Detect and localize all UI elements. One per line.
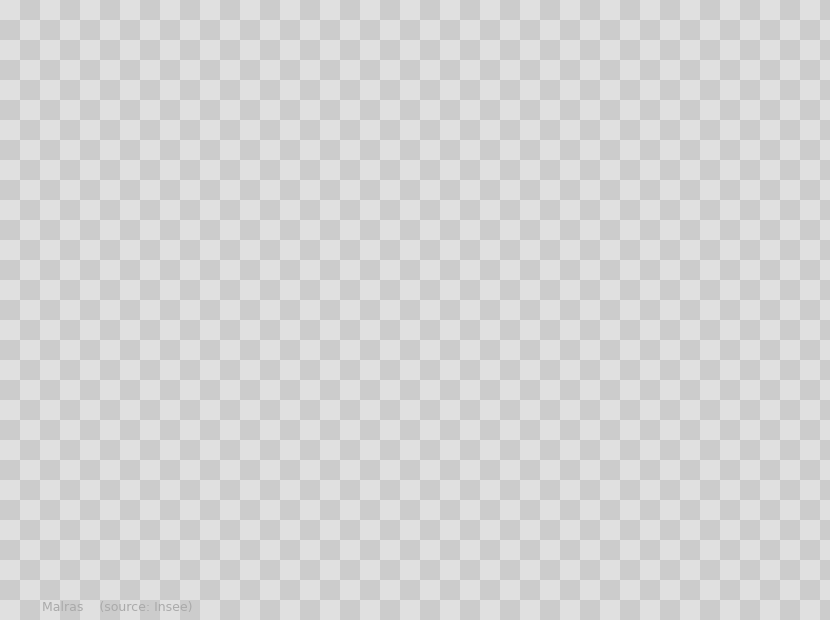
Bar — [388, 139, 458, 546]
Bar — [707, 118, 776, 546]
Text: 332: 332 — [406, 116, 441, 134]
Text: Malras    (source: Insee): Malras (source: Insee) — [42, 601, 192, 614]
Text: 303: 303 — [300, 151, 334, 169]
Text: 330: 330 — [618, 118, 652, 136]
Text: 348: 348 — [512, 96, 546, 114]
Text: 282: 282 — [88, 177, 122, 195]
Bar — [601, 141, 670, 546]
Text: 349: 349 — [725, 95, 759, 113]
Bar — [283, 174, 352, 546]
Text: 300: 300 — [194, 155, 228, 173]
Bar — [177, 178, 246, 546]
Bar — [71, 200, 139, 546]
Bar — [495, 119, 564, 546]
